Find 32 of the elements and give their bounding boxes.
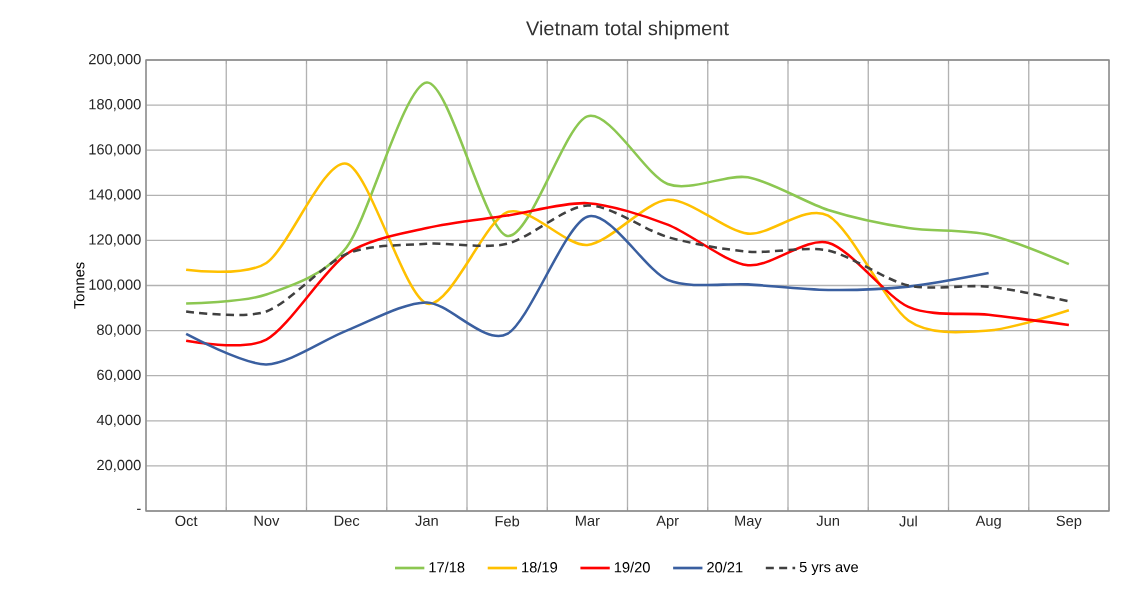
y-axis-title: Tonnes (74, 262, 85, 309)
x-tick-label: May (735, 515, 762, 529)
x-tick-label: Oct (175, 515, 198, 527)
y-tick-label: 60,000 (97, 369, 141, 382)
x-tick-label: Jan (415, 515, 438, 526)
y-tick-label: - (137, 508, 141, 510)
x-tick-label: Mar (575, 515, 600, 526)
line-series (184, 81, 1071, 305)
line-series (184, 215, 990, 366)
y-tick-label: 120,000 (89, 234, 141, 247)
legend-label: 5 yrs ave (799, 561, 858, 576)
y-tick-label: 200,000 (89, 53, 141, 67)
x-tick-label: Jun (816, 515, 839, 526)
y-tick-label: 140,000 (89, 189, 141, 202)
legend-label: 17/18 (429, 561, 465, 573)
chart-title: Vietnam total shipment (526, 20, 729, 40)
x-tick-label: Jul (899, 515, 917, 527)
legend-label: 19/20 (614, 561, 650, 573)
legend-label: 20/21 (707, 561, 743, 573)
x-tick-label: Dec (334, 515, 360, 526)
y-tick-label: 40,000 (96, 414, 141, 427)
y-tick-label: 160,000 (89, 144, 141, 157)
x-tick-label: Nov (254, 515, 280, 526)
y-tick-label: 180,000 (89, 99, 141, 112)
x-tick-label: Sep (1056, 515, 1082, 529)
y-tick-label: 80,000 (97, 324, 141, 337)
x-tick-label: Aug (975, 515, 1001, 529)
y-tick-label: 100,000 (89, 279, 141, 292)
x-tick-label: Feb (495, 515, 520, 527)
legend-label: 18/19 (522, 561, 558, 573)
y-tick-label: 20,000 (97, 459, 141, 472)
x-tick-label: Apr (656, 515, 679, 529)
